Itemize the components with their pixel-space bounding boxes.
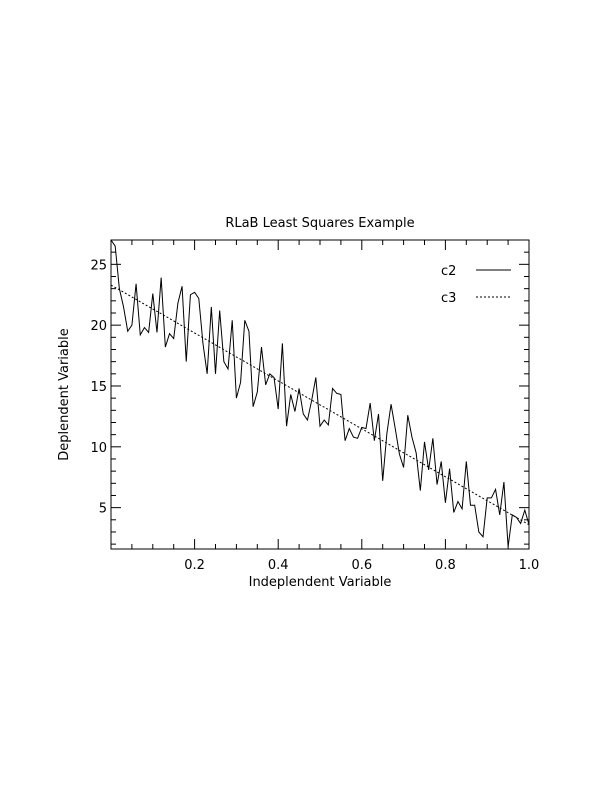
y-tick-label: 20 xyxy=(90,319,107,334)
plot-frame xyxy=(110,239,530,550)
x-tick-label: 0.8 xyxy=(435,558,456,573)
x-tick-label: 1.0 xyxy=(519,558,540,573)
x-tick-label: 0.6 xyxy=(351,558,372,573)
axis-ticks: 0.2 0.4 0.6 0.8 1.0 5 10 15 20 25 xyxy=(90,240,539,573)
series-line-c2 xyxy=(110,239,530,547)
x-tick-label: 0.4 xyxy=(268,558,289,573)
x-tick-label: 0.2 xyxy=(184,558,205,573)
y-tick-label: 15 xyxy=(90,380,107,395)
series-group xyxy=(110,239,530,547)
y-tick-label: 5 xyxy=(99,502,107,517)
y-tick-label: 10 xyxy=(90,441,107,456)
legend: c2 c3 xyxy=(441,264,511,306)
x-axis-label: Indeplendent Variable xyxy=(249,575,392,590)
legend-label-c3: c3 xyxy=(441,291,456,306)
legend-label-c2: c2 xyxy=(441,264,456,279)
y-tick-label: 25 xyxy=(90,258,107,273)
series-line-c3 xyxy=(110,284,530,526)
y-axis-label: Deplendent Variable xyxy=(57,328,72,460)
chart-title: RLaB Least Squares Example xyxy=(225,216,414,231)
